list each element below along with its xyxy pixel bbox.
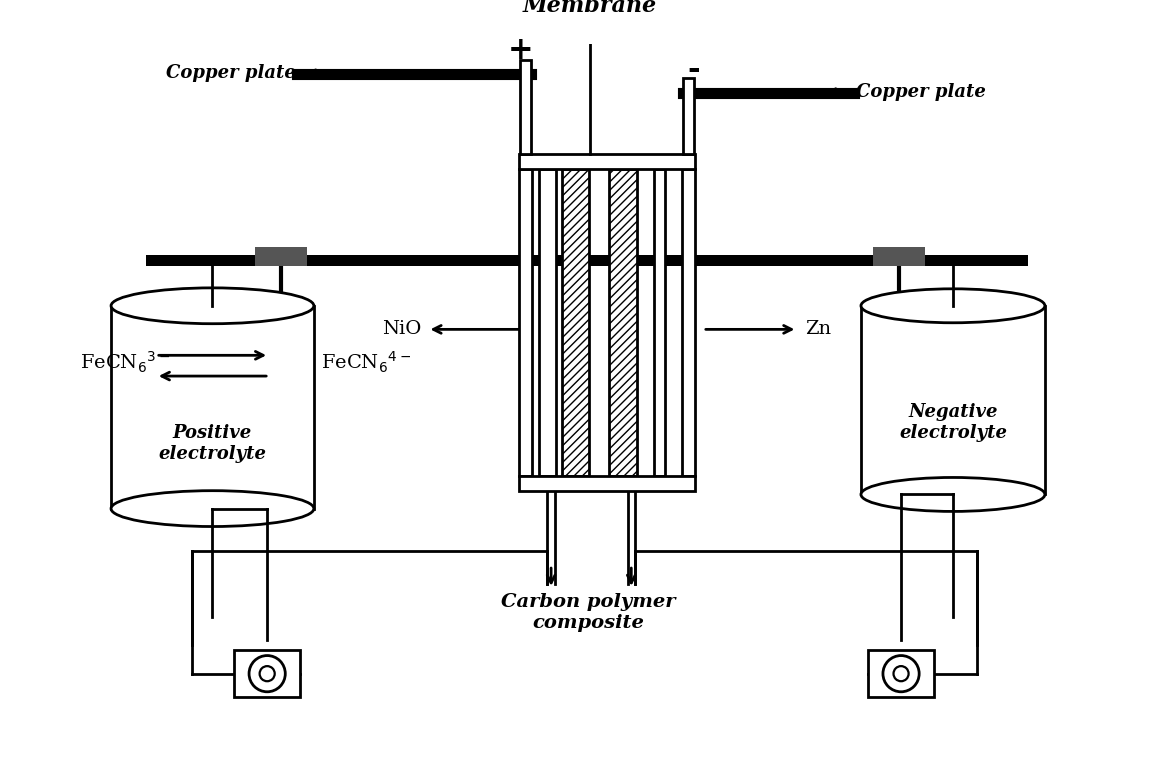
Bar bbox=[519, 475, 695, 491]
Circle shape bbox=[883, 656, 919, 692]
Ellipse shape bbox=[861, 478, 1045, 511]
Text: FeCN$_6$$^{4-}$: FeCN$_6$$^{4-}$ bbox=[321, 350, 411, 376]
Bar bbox=[867, 650, 934, 697]
Circle shape bbox=[260, 666, 274, 681]
Text: NiO: NiO bbox=[382, 320, 422, 339]
Bar bbox=[873, 247, 925, 266]
Bar bbox=[682, 169, 695, 475]
Ellipse shape bbox=[111, 491, 314, 527]
Text: Membrane: Membrane bbox=[523, 0, 656, 17]
Text: FeCN$_6$$^{3-}$: FeCN$_6$$^{3-}$ bbox=[81, 350, 170, 376]
Bar bbox=[111, 306, 314, 508]
Bar bbox=[563, 169, 588, 475]
Bar bbox=[519, 154, 695, 169]
Bar bbox=[254, 247, 307, 266]
Text: -: - bbox=[687, 54, 700, 84]
Circle shape bbox=[893, 666, 908, 681]
Bar bbox=[519, 169, 532, 475]
Bar bbox=[683, 78, 695, 154]
Ellipse shape bbox=[111, 288, 314, 324]
Bar bbox=[608, 169, 636, 475]
Bar bbox=[539, 169, 556, 475]
Text: Copper plate: Copper plate bbox=[165, 64, 295, 82]
Bar bbox=[234, 650, 300, 697]
Text: Positive
electrolyte: Positive electrolyte bbox=[158, 424, 266, 463]
Bar bbox=[146, 255, 1028, 266]
Circle shape bbox=[250, 656, 285, 692]
Bar bbox=[861, 306, 1045, 495]
Text: Copper plate: Copper plate bbox=[856, 83, 986, 101]
Text: Zn: Zn bbox=[805, 320, 831, 339]
Bar bbox=[520, 60, 531, 154]
Text: +: + bbox=[509, 35, 533, 65]
Ellipse shape bbox=[861, 289, 1045, 323]
Bar bbox=[654, 169, 666, 475]
Text: Carbon polymer
composite: Carbon polymer composite bbox=[500, 594, 675, 632]
Text: Negative
electrolyte: Negative electrolyte bbox=[899, 403, 1007, 442]
